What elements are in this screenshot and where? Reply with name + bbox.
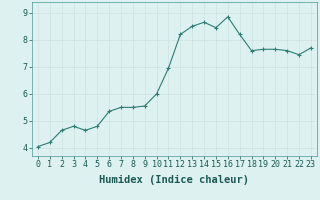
X-axis label: Humidex (Indice chaleur): Humidex (Indice chaleur) xyxy=(100,175,249,185)
